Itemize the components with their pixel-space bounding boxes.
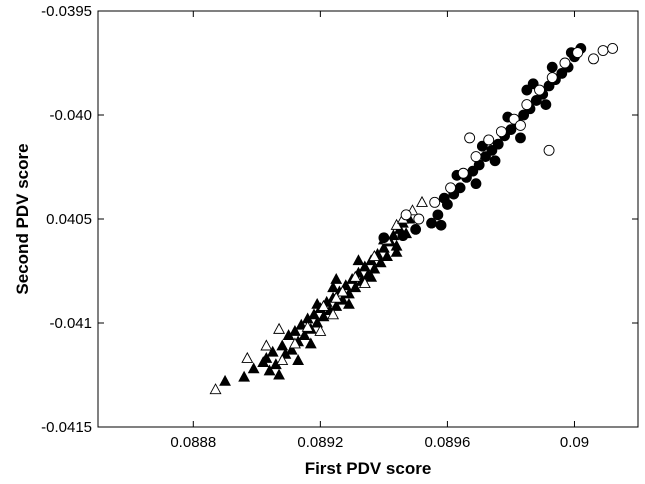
data-point-open-circle [521,99,533,111]
data-point-open-triangle [336,285,349,297]
data-point-open-circle [495,126,507,138]
data-point-open-circle [457,167,469,179]
data-point-open-triangle [317,299,330,311]
data-point-filled-triangle [260,352,273,363]
data-point-filled-circle [515,132,526,144]
data-point-open-circle [483,134,495,146]
data-point-filled-circle [546,61,558,73]
data-point-open-circle [445,182,457,194]
data-point-filled-triangle [273,368,285,380]
data-point-filled-circle [454,182,466,194]
data-point-open-triangle [358,277,371,289]
data-point-filled-circle [489,155,501,167]
data-point-filled-triangle [289,324,301,336]
x-axis-title: First PDV score [305,459,432,478]
data-point-open-circle [534,84,545,96]
point-group [209,42,619,395]
tick-group: 0.0888 0.0892 0.0896 0.09 -0.0415 -0.041 0.040… [41,3,638,451]
data-point-filled-triangle [219,374,231,386]
x-tick-label: 0.0892 [297,434,343,451]
data-point-filled-triangle [330,300,343,311]
data-point-filled-triangle [308,308,320,320]
y-tick-label: -0.041 [49,315,92,332]
data-point-open-triangle [276,353,289,366]
data-point-filled-circle [438,192,450,204]
data-point-filled-triangle [368,262,381,274]
data-point-open-triangle [368,249,381,262]
y-tick-label: -0.0395 [41,3,92,20]
x-tick-label: 0.09 [560,434,589,451]
data-point-open-circle [559,57,571,69]
data-point-filled-circle [410,223,422,235]
data-point-open-triangle [273,322,286,334]
x-tick-label: 0.0888 [170,434,216,451]
data-point-filled-triangle [374,256,387,268]
data-point-filled-triangle [358,260,371,272]
data-point-open-circle [464,132,476,144]
y-axis-title: Second PDV score [13,143,32,294]
data-point-open-triangle [314,324,327,336]
data-point-open-triangle [260,339,273,351]
data-point-filled-triangle [263,364,276,376]
data-point-open-circle [470,151,482,163]
data-point-filled-triangle [327,281,339,293]
data-point-filled-triangle [352,254,365,266]
data-point-filled-circle [432,209,444,221]
data-point-open-circle [597,45,609,56]
data-point-filled-triangle [298,329,311,341]
data-point-open-triangle [288,337,301,349]
data-point-open-triangle [349,270,362,282]
data-point-open-circle [400,209,412,221]
data-point-filled-circle [378,232,390,244]
data-point-open-circle [607,42,619,54]
data-point-open-triangle [327,308,340,320]
plot-frame [97,10,639,428]
data-point-filled-triangle [266,345,279,357]
x-tick-label: 0.0896 [424,434,470,451]
data-point-filled-triangle [330,272,343,284]
data-point-open-circle [588,53,599,65]
data-point-open-triangle [330,291,343,303]
data-point-filled-triangle [247,362,260,374]
data-point-open-triangle [416,195,428,207]
data-point-open-triangle [241,351,254,363]
data-point-filled-circle [492,138,504,150]
data-point-filled-circle [470,178,482,190]
data-point-filled-circle [397,230,409,242]
data-point-filled-triangle [276,339,289,351]
data-point-filled-triangle [343,297,355,309]
data-point-open-circle [572,47,584,59]
data-point-open-circle [413,213,425,225]
data-point-open-circle [515,119,526,131]
data-point-open-triangle [301,320,314,332]
data-point-filled-triangle [292,354,305,365]
data-point-filled-triangle [238,370,251,382]
data-point-filled-triangle [387,229,400,241]
data-point-filled-triangle [381,250,393,261]
data-point-filled-triangle [285,343,298,355]
data-point-open-circle [543,144,555,156]
data-point-filled-circle [435,219,447,231]
data-point-filled-circle [426,217,437,229]
y-tick-label: 0.0405 [46,211,92,228]
data-point-filled-triangle [377,241,390,253]
data-point-filled-triangle [390,245,403,257]
data-point-filled-circle [540,99,552,110]
data-point-filled-triangle [317,310,330,322]
data-point-open-triangle [209,383,222,395]
data-point-open-triangle [390,218,403,230]
data-point-filled-triangle [365,270,378,282]
data-point-filled-triangle [304,337,317,349]
data-point-filled-triangle [295,318,308,330]
data-point-filled-triangle [311,316,324,328]
data-point-filled-triangle [311,297,324,309]
data-point-filled-triangle [349,281,362,293]
data-point-open-circle [429,196,441,208]
data-point-open-circle [546,72,558,84]
y-tick-label: -0.0415 [41,419,92,436]
y-tick-label: -0.040 [49,107,92,124]
